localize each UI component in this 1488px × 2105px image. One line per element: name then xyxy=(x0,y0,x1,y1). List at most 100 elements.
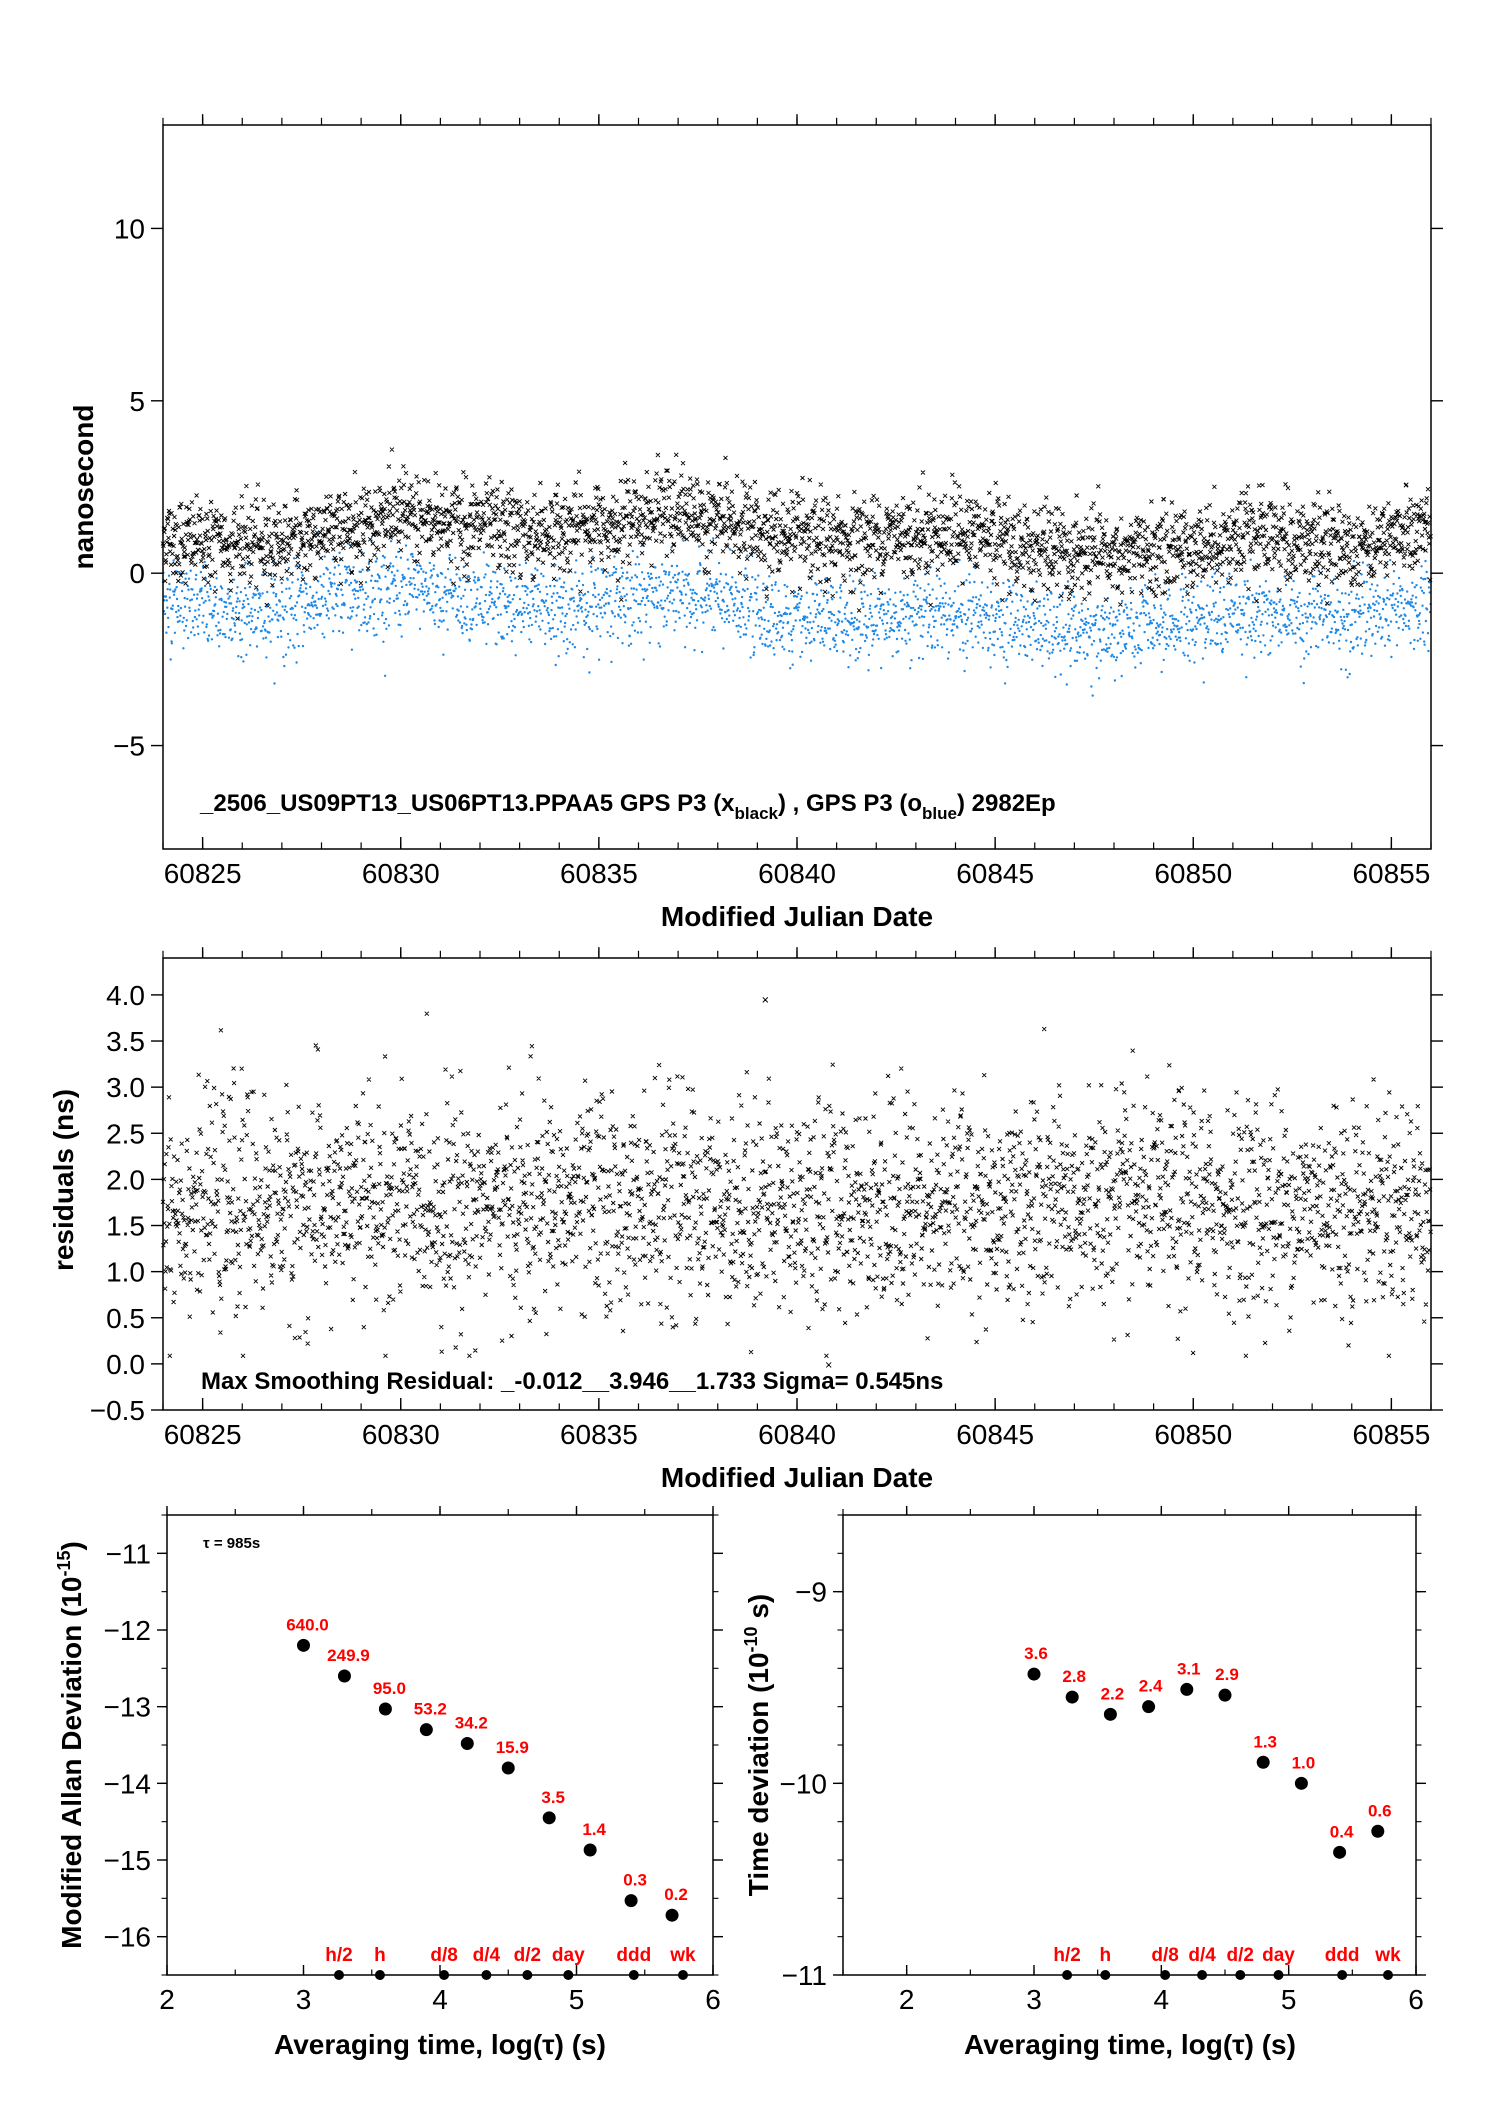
tdev-ticks xyxy=(833,1506,1426,1976)
x-tick-label: 3 xyxy=(296,1984,312,2015)
x-tick-label: 60840 xyxy=(758,858,836,889)
interval-label: d/4 xyxy=(473,1945,501,1966)
top-scatter xyxy=(160,447,1433,697)
mdev-x-axis-title: Averaging time, log(τ) (s) xyxy=(274,2029,606,2060)
black-series-points xyxy=(160,447,1433,621)
y-tick-label: 2.0 xyxy=(106,1164,145,1195)
deviation-point xyxy=(1180,1682,1194,1696)
x-tick-label: 5 xyxy=(569,1984,585,2015)
top-ticks xyxy=(151,114,1443,849)
interval-label: d/8 xyxy=(430,1945,457,1966)
middle-plot-frame xyxy=(162,957,1432,1411)
interval-label: h xyxy=(374,1945,386,1966)
blue-series-points xyxy=(161,531,1432,697)
interval-label: d/2 xyxy=(1227,1945,1254,1966)
mdev-tick-labels: 2 3 4 5 6 −16 −15 −14 −13 −12 −11 xyxy=(104,1538,721,2015)
point-value-label: 2.9 xyxy=(1215,1665,1239,1684)
middle-x-axis-title: Modified Julian Date xyxy=(661,1462,933,1493)
x-tick-label: 60835 xyxy=(560,1419,638,1450)
y-tick-label: −15 xyxy=(104,1845,152,1876)
y-tick-label: −5 xyxy=(113,731,145,762)
tau-note: τ = 985s xyxy=(203,1535,260,1552)
deviation-point xyxy=(460,1736,474,1750)
top-tick-labels: 60825 60830 60835 60840 60845 60850 60855 −5 0 5 1… xyxy=(113,213,1430,889)
x-tick-label: 60830 xyxy=(362,1419,440,1450)
residuals-panel: 60825 60830 60835 60840 60845 60850 60855 −0.5 0… xyxy=(48,947,1443,1493)
point-value-label: 1.3 xyxy=(1253,1732,1277,1751)
time-series-panel: 60825 60830 60835 60840 60845 60850 60855 −5 0 5 1… xyxy=(68,114,1443,932)
deviation-point xyxy=(297,1638,310,1652)
tdev-plot-frame xyxy=(842,1514,1417,1976)
x-tick-label: 4 xyxy=(432,1984,448,2015)
point-value-label: 3.1 xyxy=(1177,1659,1201,1678)
deviation-point xyxy=(1256,1755,1270,1769)
interval-label: ddd xyxy=(616,1945,651,1966)
x-tick-label: 60850 xyxy=(1154,1419,1232,1450)
interval-label: d/8 xyxy=(1151,1945,1178,1966)
x-tick-label: 60825 xyxy=(164,1419,242,1450)
y-tick-label: −12 xyxy=(104,1615,152,1646)
middle-ticks xyxy=(151,947,1443,1411)
point-value-label: 34.2 xyxy=(455,1713,488,1732)
deviation-point xyxy=(337,1669,351,1683)
tdev-tick-labels: 2 3 4 5 6 −11 −10 −9 xyxy=(780,1577,1424,2015)
point-value-label: 3.6 xyxy=(1024,1644,1048,1663)
y-tick-label: 0 xyxy=(129,558,145,589)
interval-label: h xyxy=(1100,1945,1112,1966)
residual-summary: Max Smoothing Residual: _-0.012__3.946__… xyxy=(201,1368,943,1395)
x-tick-label: 60840 xyxy=(758,1419,836,1450)
deviation-point xyxy=(501,1761,515,1775)
point-value-label: 0.4 xyxy=(1330,1822,1354,1841)
x-tick-label: 2 xyxy=(159,1984,175,2015)
x-tick-label: 60835 xyxy=(560,858,638,889)
point-value-label: 0.3 xyxy=(623,1871,647,1890)
x-tick-label: 60855 xyxy=(1352,1419,1430,1450)
x-tick-label: 60850 xyxy=(1154,858,1232,889)
interval-label: ddd xyxy=(1325,1945,1360,1966)
deviation-point xyxy=(419,1723,433,1737)
y-tick-label: −16 xyxy=(104,1922,152,1953)
middle-scatter xyxy=(160,997,1433,1368)
x-tick-label: 4 xyxy=(1154,1984,1170,2015)
interval-label: d/4 xyxy=(1188,1945,1216,1966)
point-value-label: 3.5 xyxy=(541,1788,565,1807)
y-tick-label: 0.5 xyxy=(106,1303,145,1334)
x-tick-label: 60830 xyxy=(362,858,440,889)
point-value-label: 2.2 xyxy=(1101,1684,1125,1703)
tdev-x-axis-title: Averaging time, log(τ) (s) xyxy=(964,2029,1296,2060)
deviation-point xyxy=(624,1894,638,1908)
tdev-points: 3.6 2.8 2.2 2.4 3.1 2.9 1.3 1.0 0.4 0.6 h/2 h d/8 d/4… xyxy=(1024,1644,1401,1980)
y-tick-label: −11 xyxy=(106,1538,151,1569)
point-value-label: 1.0 xyxy=(1292,1753,1316,1772)
x-tick-label: 60825 xyxy=(164,858,242,889)
residual-points xyxy=(160,997,1433,1368)
y-tick-label: −0.5 xyxy=(90,1395,145,1426)
x-tick-label: 2 xyxy=(899,1984,915,2015)
point-value-label: 1.4 xyxy=(582,1820,606,1839)
point-value-label: 95.0 xyxy=(373,1679,406,1698)
y-tick-label: −11 xyxy=(782,1960,827,1991)
y-tick-label: 10 xyxy=(114,213,145,244)
y-tick-label: −14 xyxy=(104,1768,152,1799)
time-deviation-panel: 3.6 2.8 2.2 2.4 3.1 2.9 1.3 1.0 0.4 0.6 h/2 h d/8 d/4… xyxy=(741,1506,1426,2060)
x-tick-label: 60855 xyxy=(1352,858,1430,889)
deviation-point xyxy=(1294,1776,1308,1790)
deviation-point xyxy=(583,1843,597,1857)
middle-tick-labels: 60825 60830 60835 60840 60845 60850 60855 −0.5 0… xyxy=(90,980,1431,1450)
mdev-plot-frame xyxy=(166,1514,714,1976)
y-tick-label: 3.0 xyxy=(106,1072,145,1103)
y-tick-label: 5 xyxy=(129,386,145,417)
interval-label: d/2 xyxy=(514,1945,541,1966)
x-tick-label: 3 xyxy=(1026,1984,1042,2015)
point-value-label: 0.2 xyxy=(664,1885,688,1904)
deviation-point xyxy=(1103,1707,1117,1721)
deviation-point xyxy=(378,1702,392,1716)
deviation-point xyxy=(1218,1688,1232,1702)
y-tick-label: −9 xyxy=(795,1577,827,1608)
top-y-axis-title: nanosecond xyxy=(68,405,99,570)
interval-label: h/2 xyxy=(325,1945,352,1966)
point-value-label: 249.9 xyxy=(327,1646,370,1665)
interval-label: day xyxy=(1262,1945,1295,1966)
point-value-label: 2.4 xyxy=(1139,1677,1163,1696)
